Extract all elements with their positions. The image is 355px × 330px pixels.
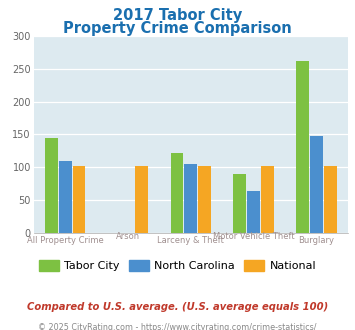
Bar bbox=[185, 164, 197, 233]
Bar bbox=[296, 60, 309, 233]
Bar bbox=[59, 161, 71, 233]
Text: © 2025 CityRating.com - https://www.cityrating.com/crime-statistics/: © 2025 CityRating.com - https://www.city… bbox=[38, 323, 317, 330]
Bar bbox=[136, 166, 148, 233]
Text: All Property Crime: All Property Crime bbox=[27, 236, 104, 245]
Bar bbox=[171, 153, 183, 233]
Bar bbox=[45, 138, 58, 233]
Bar bbox=[198, 166, 211, 233]
Text: Larceny & Theft: Larceny & Theft bbox=[157, 236, 224, 245]
Text: Compared to U.S. average. (U.S. average equals 100): Compared to U.S. average. (U.S. average … bbox=[27, 302, 328, 312]
Text: 2017 Tabor City: 2017 Tabor City bbox=[113, 8, 242, 23]
Text: Motor Vehicle Theft: Motor Vehicle Theft bbox=[213, 232, 294, 241]
Bar bbox=[247, 191, 260, 233]
Bar bbox=[73, 166, 85, 233]
Bar bbox=[261, 166, 274, 233]
Bar bbox=[234, 174, 246, 233]
Legend: Tabor City, North Carolina, National: Tabor City, North Carolina, National bbox=[34, 256, 321, 276]
Text: Burglary: Burglary bbox=[299, 236, 334, 245]
Text: Property Crime Comparison: Property Crime Comparison bbox=[63, 21, 292, 36]
Bar bbox=[310, 136, 323, 233]
Text: Arson: Arson bbox=[116, 232, 140, 241]
Bar bbox=[324, 166, 337, 233]
